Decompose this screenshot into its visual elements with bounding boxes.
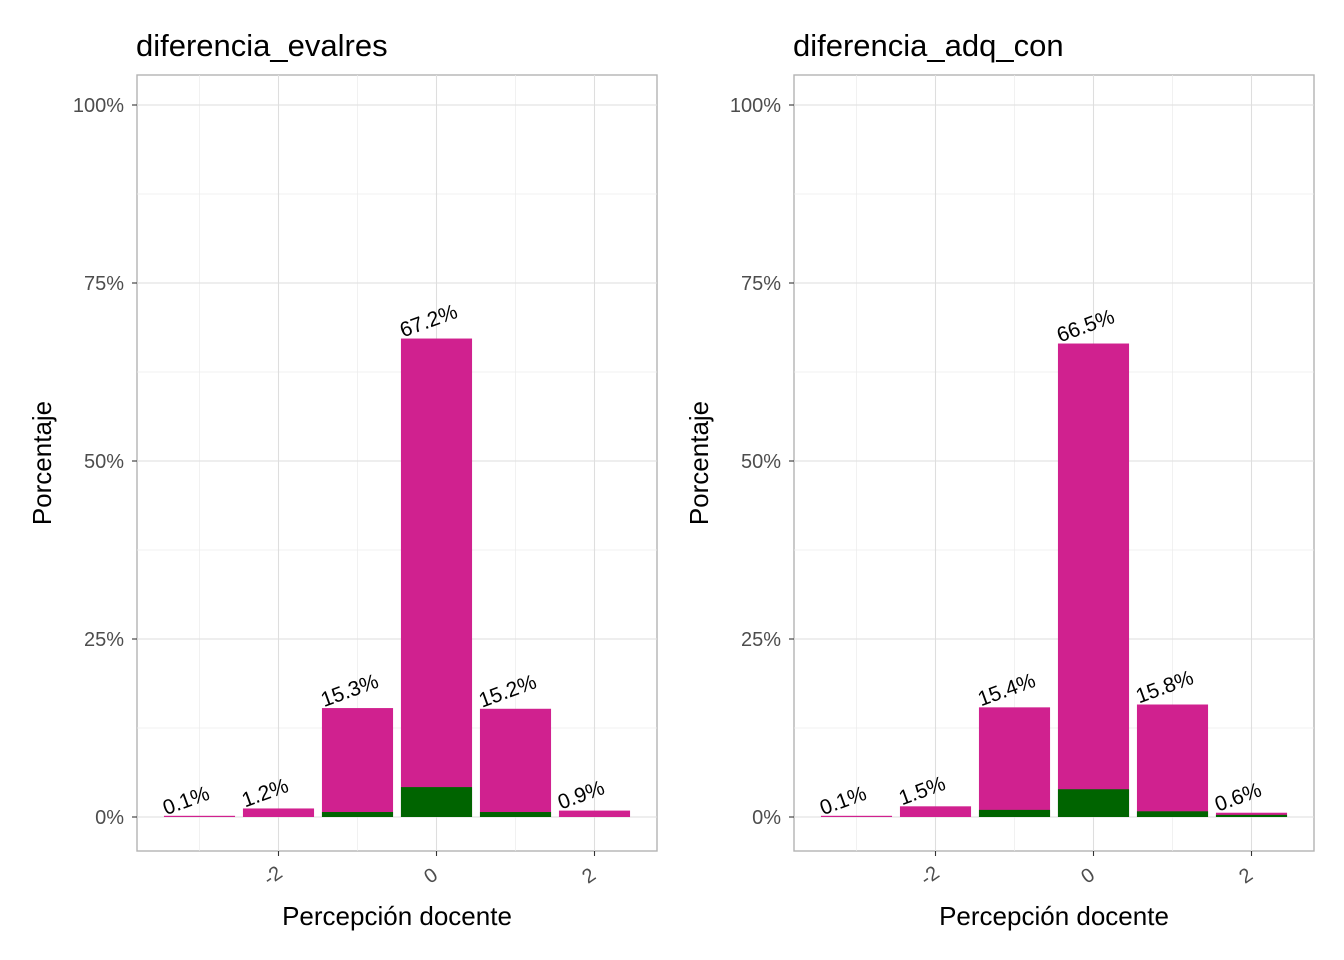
panel-border <box>793 74 1315 852</box>
y-axis-ticks: 0% 25% 50% 75% 100% <box>730 95 794 829</box>
y-tick-label: 50% <box>741 451 781 473</box>
bar-total <box>163 815 236 817</box>
bars <box>820 343 1288 817</box>
y-tick-label: 75% <box>84 273 124 295</box>
bar-secondary <box>1215 814 1288 817</box>
bar-total <box>479 708 552 817</box>
bar-total <box>1136 704 1209 817</box>
x-axis-title: Percepción docente <box>939 901 1169 931</box>
bar-total <box>558 810 631 817</box>
facet-title: diferencia_evalres <box>136 28 388 63</box>
y-tick-label: 25% <box>84 629 124 651</box>
bars <box>163 338 631 817</box>
y-axis-ticks: 0% 25% 50% 75% 100% <box>73 95 137 829</box>
y-tick-label: 50% <box>84 451 124 473</box>
y-axis-title: Porcentaje <box>27 401 57 525</box>
y-axis-title: Porcentaje <box>684 401 714 525</box>
bar-secondary <box>479 812 552 817</box>
bar-secondary <box>321 812 394 817</box>
bar-total <box>899 806 972 817</box>
panel-border <box>136 74 658 852</box>
bar-total <box>820 815 893 817</box>
bar-total <box>242 808 315 817</box>
grid-lines <box>137 75 657 851</box>
y-tick-label: 75% <box>741 273 781 295</box>
bar-secondary <box>400 787 473 817</box>
bar-total <box>400 338 473 817</box>
y-tick-label: 100% <box>730 95 781 117</box>
bar-total <box>321 708 394 817</box>
y-tick-label: 0% <box>752 807 781 829</box>
bar-total <box>1057 343 1130 817</box>
y-tick-label: 0% <box>95 807 124 829</box>
bar-secondary <box>1136 811 1209 817</box>
bar-secondary <box>1057 789 1130 817</box>
bar-secondary <box>978 809 1051 817</box>
x-axis-title: Percepción docente <box>282 901 512 931</box>
y-tick-label: 25% <box>741 629 781 651</box>
facet-title: diferencia_adq_con <box>793 28 1064 63</box>
bar-total <box>978 707 1051 817</box>
y-tick-label: 100% <box>73 95 124 117</box>
